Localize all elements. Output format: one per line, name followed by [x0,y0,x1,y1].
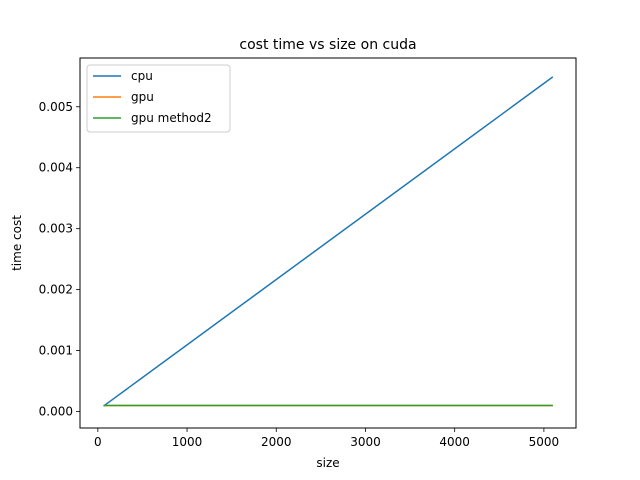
plot-lines [103,76,554,407]
series-line-0 [103,76,554,407]
plot-frame [79,57,577,429]
y-tick-label: 0.001 [39,344,73,358]
legend-label-0: cpu [131,69,153,83]
x-tick-label: 0 [94,435,102,449]
x-tick-label: 3000 [350,435,381,449]
x-axis: 0 1000 2000 3000 4000 5000 [94,428,559,449]
y-axis: 0.000 0.001 0.002 0.003 0.004 0.005 [39,100,80,419]
x-axis-label: size [316,456,339,470]
y-tick-label: 0.002 [39,283,73,297]
legend-label-1: gpu [131,90,154,104]
legend-label-2: gpu method2 [131,111,212,125]
legend-box [86,64,231,133]
y-tick-label: 0.003 [39,222,73,236]
legend: cpu gpu gpu method2 [86,64,231,133]
chart-title: cost time vs size on cuda [239,37,416,53]
x-tick-label: 1000 [172,435,203,449]
y-tick-label: 0.004 [39,161,73,175]
y-axis-label: time cost [10,215,24,271]
y-tick-label: 0.005 [39,100,73,114]
y-tick-label: 0.000 [39,405,73,419]
x-tick-label: 4000 [439,435,470,449]
x-tick-label: 2000 [261,435,292,449]
x-tick-label: 5000 [529,435,560,449]
